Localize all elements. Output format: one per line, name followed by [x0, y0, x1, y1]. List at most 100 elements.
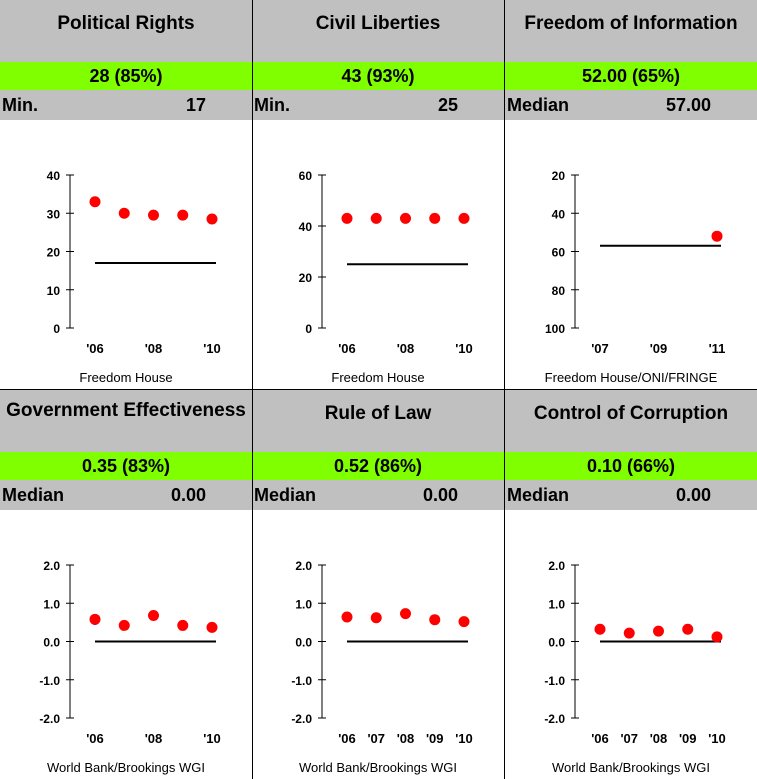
- data-point: [682, 623, 694, 635]
- data-point: [148, 609, 159, 621]
- reference-row: Min. 25: [252, 90, 504, 120]
- source-label: World Bank/Brookings WGI: [299, 760, 457, 775]
- reference-value: 0.00: [170, 485, 206, 505]
- x-tick-label: '08: [145, 731, 163, 746]
- x-tick-label: '08: [650, 731, 668, 746]
- data-point: [429, 212, 441, 224]
- y-tick-label: 40: [47, 169, 61, 183]
- score-value: 52.00 (65%): [505, 62, 757, 90]
- data-point: [206, 213, 218, 225]
- source-label: Freedom House: [79, 370, 173, 385]
- data-point: [711, 230, 723, 242]
- y-tick-label: -1.0: [39, 674, 60, 688]
- reference-label: Min.: [254, 95, 290, 115]
- score-value: 0.10 (66%): [505, 452, 757, 480]
- score-value: 0.52 (86%): [252, 452, 504, 480]
- data-point: [400, 212, 411, 224]
- panel-government-effectiveness: Government Effectiveness 0.35 (83%) Medi…: [0, 390, 252, 779]
- x-tick-label: '06: [86, 341, 104, 356]
- x-tick-label: '10: [455, 731, 473, 746]
- panel-political-rights: Political Rights 28 (85%) Min. 17 0 10 20 3…: [0, 0, 252, 389]
- chart-civil-liberties: 0 20 40 60 '06 '08 '10: [299, 169, 473, 356]
- data-point: [177, 209, 189, 221]
- x-tick-label: '10: [455, 341, 473, 356]
- panel-title: Freedom of Information: [505, 0, 757, 62]
- x-tick-label: '09: [426, 731, 444, 746]
- reference-value: 57.00: [665, 95, 711, 115]
- data-point: [118, 619, 130, 631]
- y-tick-label: 0.0: [295, 636, 312, 650]
- score-value: 0.35 (83%): [0, 452, 252, 480]
- x-tick-label: '08: [145, 341, 163, 356]
- y-tick-label: -1.0: [544, 674, 565, 688]
- y-tick-label: 0: [53, 322, 60, 336]
- data-point: [148, 209, 159, 221]
- score-value: 28 (85%): [0, 62, 252, 90]
- y-tick-label: 80: [552, 284, 566, 298]
- data-point: [458, 212, 470, 224]
- reference-row: Min. 17: [0, 90, 252, 120]
- data-point: [594, 623, 606, 635]
- source-label: Freedom House/ONI/FRINGE: [544, 370, 718, 385]
- source-label: World Bank/Brookings WGI: [552, 760, 710, 775]
- y-tick-label: -2.0: [544, 712, 565, 726]
- data-point: [206, 621, 218, 633]
- data-point: [370, 212, 382, 224]
- y-tick-label: 10: [47, 284, 61, 298]
- data-point: [458, 616, 470, 628]
- y-tick-label: 2.0: [295, 559, 312, 573]
- y-tick-label: 60: [299, 169, 313, 183]
- reference-label: Median: [254, 485, 317, 505]
- y-tick-label: 2.0: [548, 559, 565, 573]
- chart-freedom-of-information: 20 40 60 80 100 '07 '09 '11: [545, 169, 726, 356]
- panel-title: Political Rights: [0, 0, 252, 62]
- data-point: [429, 614, 441, 626]
- y-tick-label: 2.0: [43, 559, 60, 573]
- reference-value: 0.00: [422, 485, 458, 505]
- y-tick-label: 40: [299, 220, 313, 234]
- data-point: [400, 608, 411, 620]
- reference-value: 25: [437, 95, 458, 115]
- y-tick-label: 1.0: [295, 597, 312, 611]
- y-tick-label: 20: [47, 246, 61, 260]
- y-tick-label: -2.0: [291, 712, 312, 726]
- y-tick-label: 1.0: [43, 597, 60, 611]
- data-point: [89, 196, 101, 208]
- x-tick-label: '10: [203, 341, 221, 356]
- y-tick-label: 0.0: [548, 636, 565, 650]
- y-tick-label: -1.0: [291, 674, 312, 688]
- panel-rule-of-law: Rule of Law 0.52 (86%) Median 0.00 -2.0-…: [252, 390, 504, 779]
- score-value: 43 (93%): [252, 62, 504, 90]
- grid-divider: [0, 389, 757, 390]
- y-tick-label: -2.0: [39, 712, 60, 726]
- x-tick-label: '08: [397, 341, 415, 356]
- reference-value: 0.00: [675, 485, 711, 505]
- data-point: [118, 207, 130, 219]
- y-tick-label: 0.0: [43, 636, 60, 650]
- data-point: [341, 611, 353, 623]
- x-tick-label: '09: [679, 731, 697, 746]
- panel-title: Government Effectiveness: [0, 390, 252, 452]
- data-point: [370, 612, 382, 624]
- panel-civil-liberties: Civil Liberties 43 (93%) Min. 25 0 20 40 60…: [252, 0, 504, 389]
- panel-control-of-corruption: Control of Corruption 0.10 (66%) Median …: [505, 390, 757, 779]
- x-tick-label: '08: [397, 731, 415, 746]
- source-label: World Bank/Brookings WGI: [47, 760, 205, 775]
- y-tick-label: 1.0: [548, 597, 565, 611]
- panel-freedom-of-information: Freedom of Information 52.00 (65%) Media…: [505, 0, 757, 389]
- data-point: [623, 627, 635, 639]
- data-point: [177, 619, 189, 631]
- chart-government-effectiveness: -2.0 -1.0 0.0 1.0 2.0 '06 '08 '10: [39, 559, 220, 746]
- x-tick-label: '06: [338, 341, 356, 356]
- data-point: [653, 625, 664, 637]
- y-tick-label: 60: [552, 246, 566, 260]
- x-tick-label: '11: [709, 341, 726, 356]
- reference-value: 17: [185, 95, 206, 115]
- reference-label: Median: [507, 485, 570, 505]
- data-point: [89, 613, 101, 625]
- x-tick-label: '06: [86, 731, 104, 746]
- x-tick-label: '07: [591, 341, 609, 356]
- x-tick-label: '07: [367, 731, 385, 746]
- y-tick-label: 100: [545, 322, 565, 336]
